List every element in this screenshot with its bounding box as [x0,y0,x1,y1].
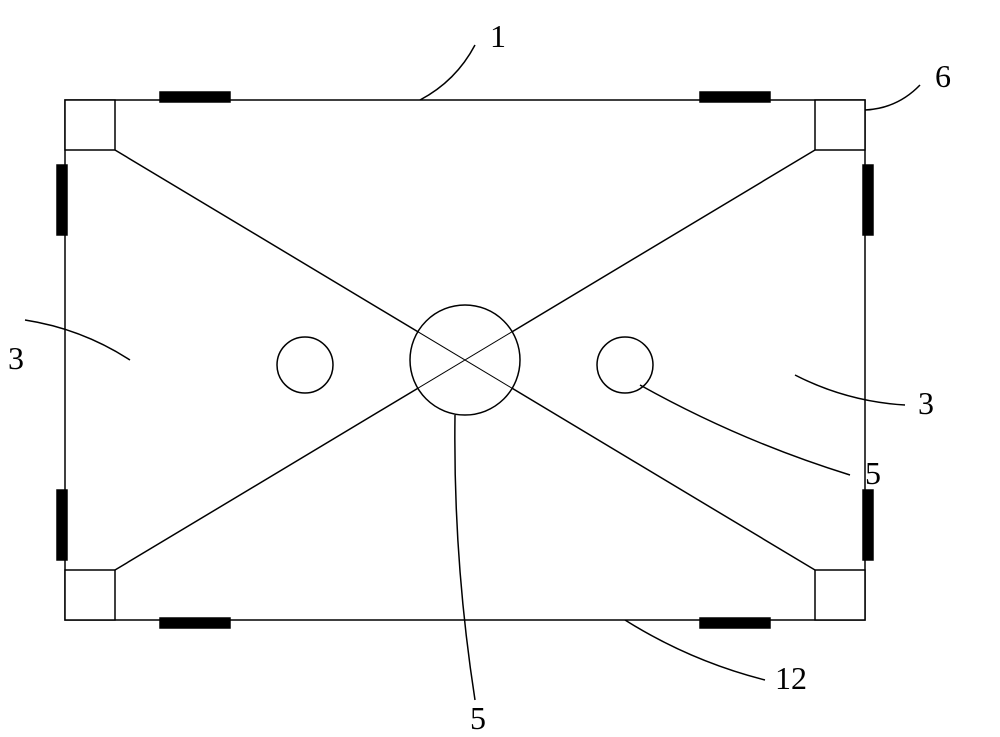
tab-6 [863,165,873,235]
diagram-canvas: 16335512 [0,0,1000,736]
tab-2 [160,618,230,628]
tab-7 [863,490,873,560]
callout-label-3L: 3 [8,340,24,377]
leader-5C [455,415,475,700]
corner-square-2 [65,570,115,620]
tab-0 [160,92,230,102]
corner-square-1 [815,100,865,150]
corner-square-3 [815,570,865,620]
small-circle-0 [277,337,333,393]
callout-label-6: 6 [935,58,951,95]
callout-label-1: 1 [490,18,506,55]
callout-label-5C: 5 [470,700,486,737]
leader-6 [865,85,920,110]
small-circle-1 [597,337,653,393]
leader-12 [625,620,765,680]
tab-1 [700,92,770,102]
corner-square-0 [65,100,115,150]
tab-4 [57,165,67,235]
leader-5R [640,385,850,475]
leader-1 [420,45,475,100]
tab-5 [57,490,67,560]
diagram-svg [0,0,1000,736]
callout-label-12: 12 [775,660,807,697]
tab-3 [700,618,770,628]
callout-label-5R: 5 [865,455,881,492]
leader-3L [25,320,130,360]
leader-3R [795,375,905,405]
callout-label-3R: 3 [918,385,934,422]
